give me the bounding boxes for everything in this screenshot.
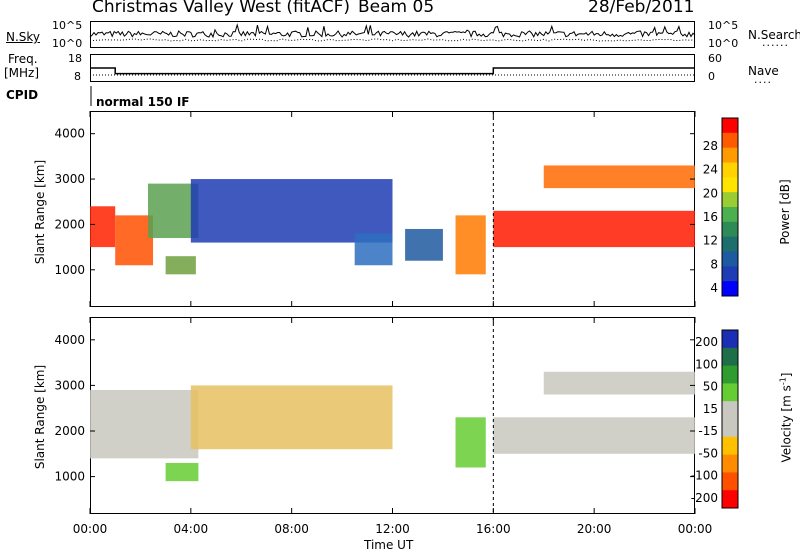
nave-legend-dots: ···· [754, 76, 772, 89]
power-colorbar-tick-5: 8 [710, 257, 718, 271]
nsky-label: N.Sky [6, 30, 41, 44]
velocity-ytick-label-2: 2000 [54, 424, 85, 438]
velocity-colorbar-swatch-3 [722, 383, 738, 402]
freq-ytick-top: 18 [68, 52, 82, 65]
freq-trace [90, 67, 695, 75]
power-colorbar-swatch-8 [722, 236, 738, 252]
velocity-colorbar-swatch-6 [722, 436, 738, 456]
power-colorbar-tick-1: 24 [703, 163, 718, 177]
power-colorbar-swatch-0 [722, 118, 738, 134]
power-colorbar-tick-2: 20 [703, 186, 718, 200]
nave-ytick-bottom: 0 [708, 70, 715, 83]
beam-title: Beam 05 [358, 0, 435, 17]
xtick-label-0: 00:00 [73, 522, 108, 536]
xtick-label-6: 00:00 [678, 522, 713, 536]
velocity-band-2 [190, 385, 393, 450]
velocity-band-4 [493, 417, 695, 454]
power-colorbar-tick-3: 16 [703, 210, 718, 224]
date-title: 28/Feb/2011 [588, 0, 695, 17]
velocity-colorbar-swatch-5 [722, 419, 738, 438]
power-colorbar-swatch-10 [722, 266, 738, 282]
power-ytick-label-3: 1000 [54, 263, 85, 277]
velocity-colorbar-swatch-7 [722, 454, 738, 473]
xtick-label-4: 16:00 [476, 522, 511, 536]
power-band-2 [147, 183, 199, 239]
velocity-colorbar-swatch-0 [722, 330, 738, 349]
power-colorbar-tick-6: 4 [710, 281, 718, 295]
xaxis-label: Time UT [364, 538, 414, 552]
power-ytick-label-2: 2000 [54, 217, 85, 231]
xtick-label-2: 08:00 [274, 522, 309, 536]
xtick-label-1: 04:00 [174, 522, 209, 536]
velocity-colorbar-tick-6: -100 [691, 469, 718, 483]
nsky-ytick-bottom: 10^0 [52, 37, 83, 50]
velocity-colorbar-tick-2: 50 [703, 380, 718, 394]
velocity-colorbar-tick-3: 15 [703, 402, 718, 416]
nsky-trace [89, 23, 696, 39]
velocity-colorbar-tick-0: 200 [695, 335, 718, 349]
power-band-9 [543, 165, 695, 189]
cpid-mode: normal 150 IF [96, 95, 190, 109]
velocity-band-1 [165, 462, 199, 482]
power-band-3 [165, 256, 196, 275]
velocity-ytick-label-3: 1000 [54, 470, 85, 484]
power-ytick-label-0: 4000 [54, 127, 85, 141]
xtick-label-5: 20:00 [577, 522, 612, 536]
power-band-8 [493, 210, 695, 248]
xtick-label-3: 12:00 [375, 522, 410, 536]
power-colorbar-tick-4: 12 [703, 234, 718, 248]
velocity-ytick-label-0: 4000 [54, 333, 85, 347]
power-band-7 [455, 215, 486, 275]
power-ytick-label-1: 3000 [54, 172, 85, 186]
nsearch-trace [89, 38, 696, 42]
power-colorbar-swatch-4 [722, 177, 738, 193]
power-colorbar-swatch-1 [722, 132, 738, 149]
nsky-ytick-top: 10^5 [52, 19, 83, 32]
power-band-5 [354, 233, 393, 266]
velocity-band-3 [455, 417, 486, 468]
cpid-label: CPID [6, 88, 39, 102]
velocity-colorbar-swatch-4 [722, 401, 738, 420]
velocity-ytick-label-1: 3000 [54, 378, 85, 392]
power-colorbar-swatch-3 [722, 162, 738, 178]
velocity-colorbar-tick-7: -200 [691, 491, 718, 505]
power-colorbar-swatch-7 [722, 221, 738, 238]
velocity-colorbar-swatch-8 [722, 472, 738, 491]
power-colorbar-swatch-9 [722, 251, 738, 267]
power-colorbar-frame [721, 117, 739, 297]
power-colorbar-swatch-11 [722, 281, 738, 297]
freq-label-2: [MHz] [4, 66, 40, 80]
power-band-0 [90, 206, 116, 248]
freq-label-1: Freq. [8, 52, 38, 66]
freq-ytick-bottom: 8 [74, 70, 81, 83]
velocity-colorbar-tick-1: 100 [695, 357, 718, 371]
power-band-6 [405, 228, 443, 261]
power-colorbar-swatch-2 [722, 147, 738, 163]
nsearch-legend-dots: ······ [762, 39, 789, 52]
velocity-colorbar-tick-5: -50 [698, 446, 718, 460]
power-colorbar-swatch-5 [722, 192, 738, 208]
nsearch-ytick-top: 10^5 [708, 19, 739, 32]
velocity-band-0 [90, 389, 199, 459]
power-colorbar-tick-0: 28 [703, 139, 718, 153]
station-title: Christmas Valley West (fitACF) [92, 0, 351, 17]
power-band-1 [115, 215, 154, 266]
nave-ytick-top: 60 [708, 52, 722, 65]
velocity-colorbar-swatch-9 [722, 490, 738, 509]
power-colorbar-swatch-6 [722, 207, 738, 223]
velocity-colorbar-swatch-1 [722, 347, 738, 367]
velocity-band-5 [543, 371, 695, 395]
nave-label: Nave [748, 64, 779, 78]
power-band-4 [190, 179, 393, 243]
nsearch-ytick-bottom: 10^0 [708, 37, 739, 50]
velocity-colorbar-tick-4: -15 [698, 424, 718, 438]
nsearch-label: N.Search [748, 28, 800, 42]
velocity-colorbar-frame [721, 329, 739, 509]
velocity-colorbar-swatch-2 [722, 365, 738, 384]
